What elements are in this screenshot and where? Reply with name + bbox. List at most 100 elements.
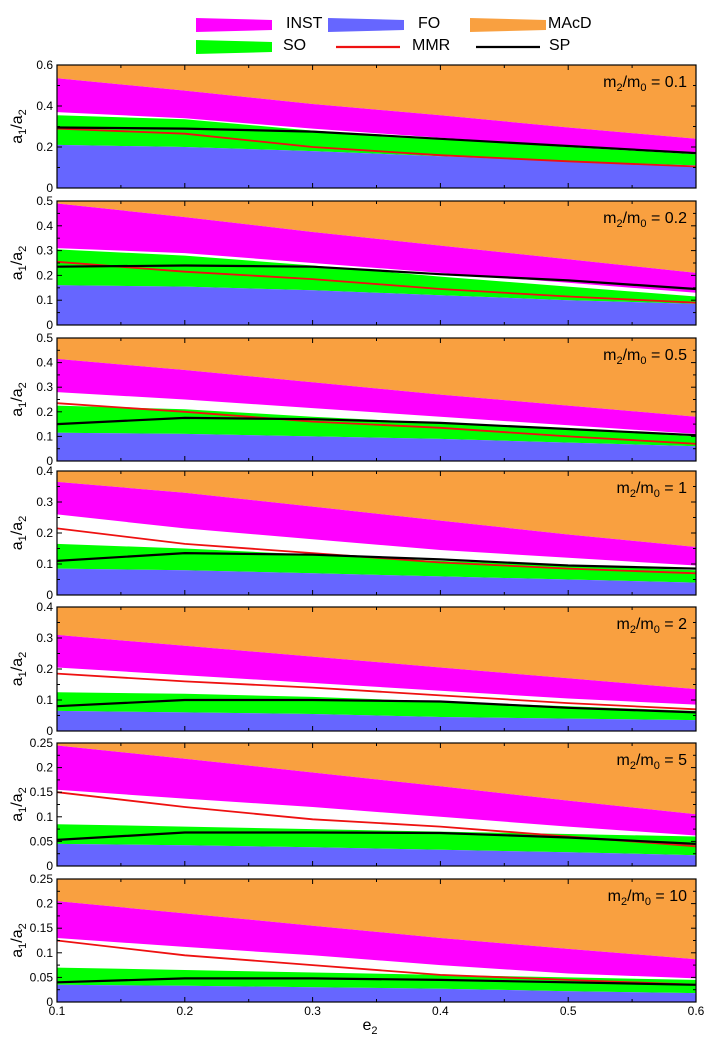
y-label-subscript: 1 (17, 535, 29, 541)
y-axis-label: a1/a2 (9, 109, 29, 144)
legend-label-macd: MAcD (548, 15, 592, 32)
inst-band (57, 901, 696, 979)
sp-line (57, 264, 696, 291)
panel-annotation: m2/m0 = 2 (617, 616, 688, 636)
mmr-line (57, 672, 696, 711)
y-tick-label: 0.3 (36, 244, 53, 258)
y-label-subscript: 1 (17, 402, 29, 408)
inst-band (57, 634, 696, 705)
y-label-text: /a (9, 658, 26, 671)
annotation-text: /m (623, 347, 641, 364)
y-axis-label: a1/a2 (9, 787, 29, 822)
plot-area (57, 471, 696, 595)
so-band (57, 967, 696, 994)
inst-band (57, 745, 696, 836)
annotation-subscript: 0 (640, 218, 646, 230)
annotation-subscript: 0 (640, 82, 646, 94)
annotation-subscript: 2 (616, 82, 622, 94)
y-label-subscript: 1 (17, 129, 29, 135)
mmr-line (57, 939, 696, 986)
y-tick-label: 0.2 (36, 268, 53, 282)
y-axis-label: a1/a2 (9, 923, 29, 958)
panel-5: 00.10.20.30.4m2/m0 = 2a1/a2 (9, 600, 697, 738)
y-tick-label: 0.05 (30, 970, 54, 984)
legend-label-mmr: MMR (412, 37, 450, 54)
y-label-subscript: 2 (17, 516, 29, 522)
fo-band (57, 843, 696, 866)
annotation-text: = 10 (651, 888, 687, 905)
y-tick-label: 0.1 (36, 693, 53, 707)
legend-swatch-so (196, 40, 272, 54)
annotation-text: /m (623, 210, 641, 227)
plot-area (57, 879, 696, 1002)
sp-line (57, 831, 696, 845)
y-tick-label: 0.15 (30, 921, 54, 935)
y-label-text: /a (9, 252, 26, 265)
y-tick-label: 0.6 (36, 58, 53, 72)
annotation-subscript: 2 (630, 488, 636, 500)
fo-band (57, 144, 696, 188)
y-label-subscript: 2 (17, 787, 29, 793)
annotation-text: = 0.1 (647, 74, 688, 91)
y-label-subscript: 2 (17, 652, 29, 658)
annotation-text: = 5 (660, 752, 687, 769)
y-label-text: /a (9, 115, 26, 128)
sp-line (57, 698, 696, 714)
inst-band (57, 481, 696, 566)
y-tick-label: 0.4 (36, 356, 53, 370)
y-label-text: a (9, 541, 26, 550)
fo-band (57, 568, 696, 595)
y-label-text: a (9, 813, 26, 822)
annotation-subscript: 2 (630, 760, 636, 772)
y-tick-label: 0.1 (36, 946, 53, 960)
y-tick-label: 0.4 (36, 464, 53, 478)
annotation-text: = 0.2 (647, 210, 688, 227)
annotation-text: /m (636, 752, 654, 769)
macd-region (57, 743, 696, 815)
y-tick-label: 0.1 (36, 429, 53, 443)
y-axis-label: a1/a2 (9, 382, 29, 417)
annotation-subscript: 2 (616, 218, 622, 230)
mmr-line (57, 260, 696, 304)
plot-area (57, 743, 696, 866)
fo-band (57, 432, 696, 461)
y-tick-label: 0.3 (36, 495, 53, 509)
y-tick-label: 0.2 (36, 761, 53, 775)
plot-area (57, 338, 696, 461)
y-tick-label: 0.2 (36, 405, 53, 419)
plot-area (57, 201, 696, 325)
inst-band (57, 358, 696, 434)
y-label-text: a (9, 949, 26, 958)
legend: INST FO MAcD SO MMR SP (196, 15, 592, 54)
panel-annotation: m2/m0 = 0.1 (603, 74, 687, 94)
y-tick-label: 0.4 (36, 219, 53, 233)
y-label-subscript: 1 (17, 265, 29, 271)
y-label-subscript: 2 (17, 109, 29, 115)
so-band (57, 115, 696, 166)
annotation-text: m (603, 210, 616, 227)
sp-line (57, 551, 696, 570)
panel-annotation: m2/m0 = 0.2 (603, 210, 687, 230)
annotation-subscript: 2 (621, 896, 627, 908)
y-tick-label: 0.05 (30, 834, 54, 848)
legend-label-sp: SP (549, 37, 570, 54)
y-label-text: /a (9, 793, 26, 806)
annotation-subscript: 0 (654, 760, 660, 772)
annotation-subscript: 2 (630, 624, 636, 636)
fo-band (57, 984, 696, 1002)
y-tick-label: 0.2 (36, 662, 53, 676)
panel-annotation: m2/m0 = 10 (608, 888, 687, 908)
y-tick-label: 0 (46, 724, 53, 738)
legend-swatch-fo (328, 18, 404, 32)
x-axis-label: e2 (362, 1017, 377, 1037)
legend-label-fo: FO (418, 15, 440, 32)
y-label-text: /a (9, 388, 26, 401)
y-tick-label: 0.2 (36, 526, 53, 540)
macd-region (57, 879, 696, 960)
annotation-subscript: 0 (654, 488, 660, 500)
annotation-text: = 1 (660, 480, 687, 497)
annotation-subscript: 2 (616, 355, 622, 367)
y-label-subscript: 1 (17, 943, 29, 949)
legend-swatch-inst (196, 18, 272, 32)
